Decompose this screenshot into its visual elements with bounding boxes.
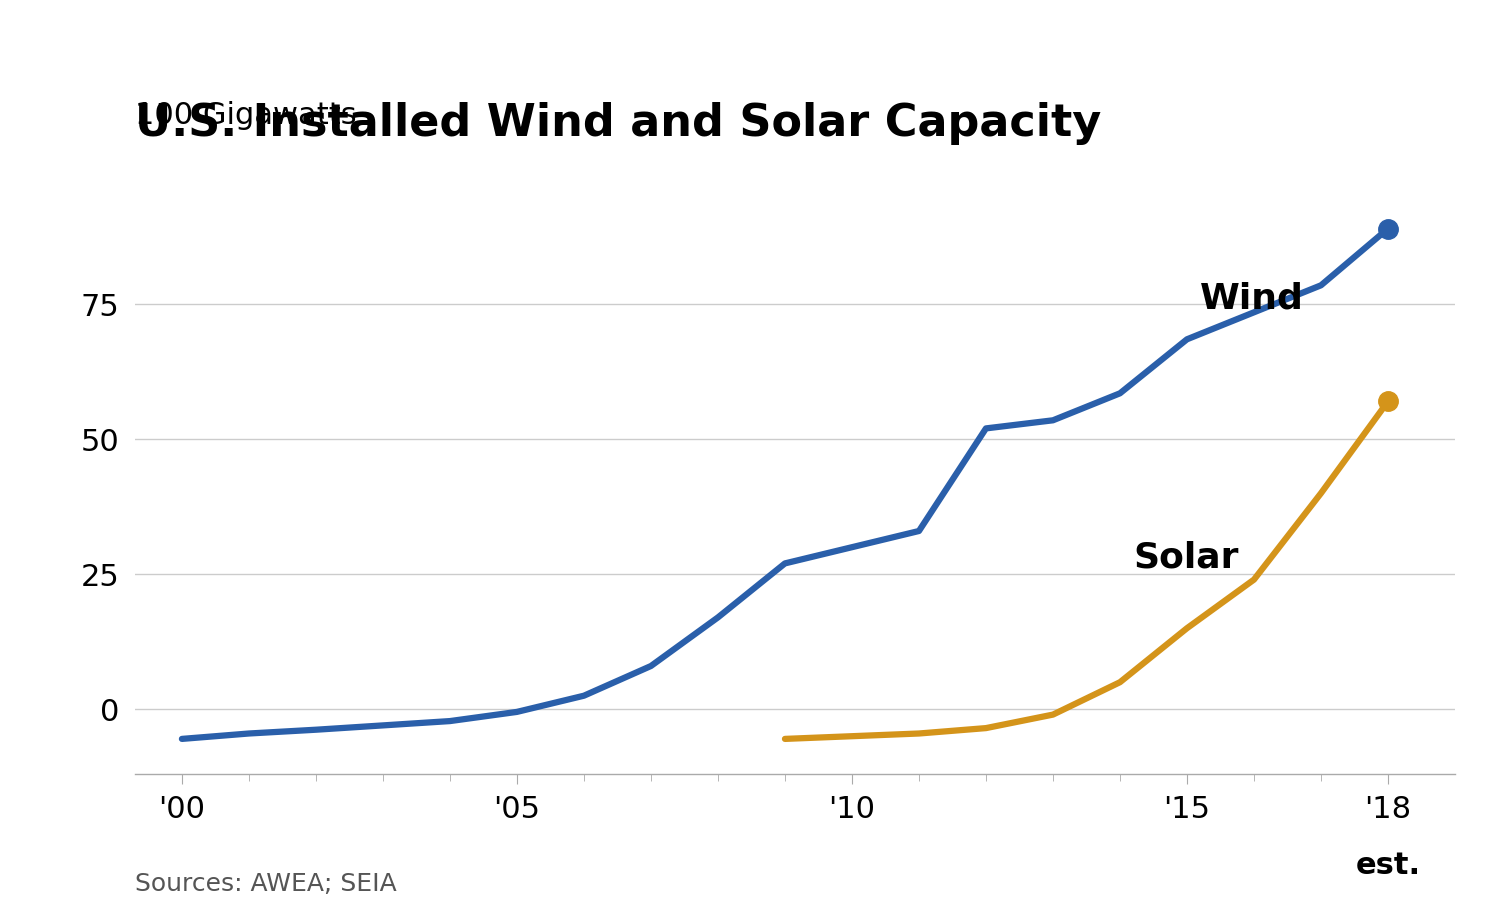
Text: 100 Gigawatts: 100 Gigawatts	[135, 102, 357, 130]
Text: Solar: Solar	[1134, 541, 1239, 575]
Text: U.S. Installed Wind and Solar Capacity: U.S. Installed Wind and Solar Capacity	[135, 103, 1101, 145]
Text: Sources: AWEA; SEIA: Sources: AWEA; SEIA	[135, 871, 396, 896]
Text: est.: est.	[1356, 850, 1420, 879]
Text: Wind: Wind	[1200, 282, 1305, 316]
